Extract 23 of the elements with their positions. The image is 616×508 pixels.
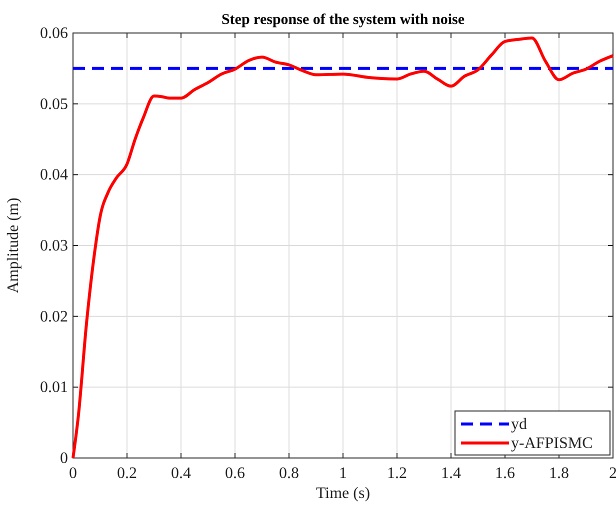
x-tick-label: 1.6	[495, 465, 515, 482]
x-axis-title: Time (s)	[316, 485, 370, 502]
y-tick-label: 0	[60, 450, 68, 467]
y-tick-label: 0.03	[40, 238, 68, 254]
legend-label: y-AFPISMC	[511, 435, 593, 452]
y-tick-label: 0.05	[40, 96, 68, 113]
y-tick-label: 0.04	[40, 166, 68, 184]
x-tick-label: 0.4	[171, 465, 191, 482]
x-tick-label: 1.4	[441, 465, 461, 482]
chart-title: Step response of the system with noise	[221, 12, 465, 28]
x-tick-label: 0.2	[117, 465, 137, 482]
x-tick-label: 1	[339, 465, 347, 482]
x-tick-label: 0.8	[279, 465, 299, 482]
x-tick-label: 2	[609, 465, 616, 482]
x-tick-label: 1.2	[387, 465, 407, 482]
y-tick-label: 0.02	[40, 308, 68, 326]
x-tick-label: 0.6	[225, 465, 245, 482]
y-axis-title: Amplitude (m)	[5, 198, 22, 294]
y-tick-label: 0.01	[40, 379, 68, 396]
y-tick-label: 0.06	[40, 25, 68, 42]
x-tick-label: 1.8	[549, 465, 569, 482]
line-series	[72, 36, 614, 460]
legend-label: yd	[511, 416, 527, 433]
